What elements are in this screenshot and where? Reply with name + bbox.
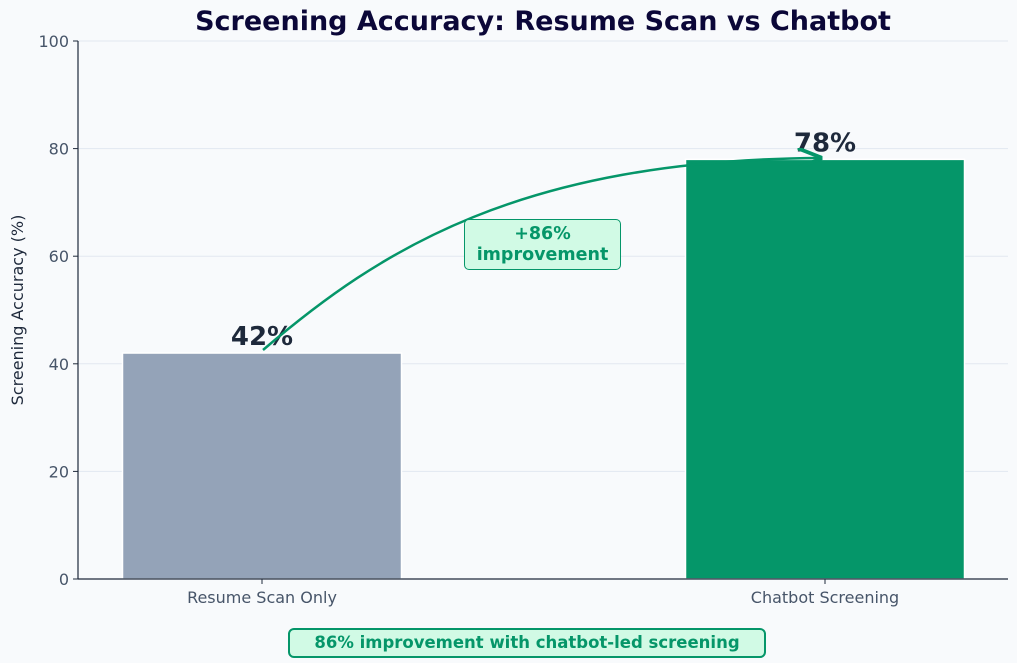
y-tick-label: 80 (49, 140, 69, 159)
y-tick-label: 100 (38, 32, 69, 51)
x-tick-label: Chatbot Screening (751, 588, 899, 607)
chart-title: Screening Accuracy: Resume Scan vs Chatb… (195, 6, 891, 37)
improvement-arrow (262, 158, 820, 351)
footer-note: 86% improvement with chatbot-led screeni… (288, 628, 766, 658)
x-tick-label: Resume Scan Only (187, 588, 337, 607)
improvement-annotation: +86% improvement (464, 219, 621, 270)
bar-value-label: 78% (794, 128, 856, 158)
y-tick-label: 0 (59, 570, 69, 589)
y-tick-label: 40 (49, 355, 69, 374)
bar-value-label: 42% (231, 322, 293, 352)
annotation-line-2: improvement (476, 245, 609, 265)
bar-1 (121, 352, 403, 580)
y-tick-label: 60 (49, 247, 69, 266)
y-axis-label: Screening Accuracy (%) (8, 215, 27, 406)
y-tick-label: 20 (49, 462, 69, 481)
bar-2 (684, 158, 966, 580)
annotation-line-1: +86% (514, 224, 571, 244)
